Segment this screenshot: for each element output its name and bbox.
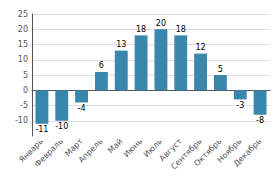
- svg-text:-10: -10: [15, 116, 28, 125]
- svg-text:Июнь: Июнь: [122, 137, 145, 160]
- svg-text:20: 20: [18, 25, 28, 34]
- svg-text:Сентябрь: Сентябрь: [169, 136, 204, 172]
- svg-text:-10: -10: [55, 122, 68, 131]
- svg-text:13: 13: [116, 40, 126, 49]
- svg-text:0: 0: [23, 86, 28, 95]
- svg-text:Май: Май: [106, 136, 125, 156]
- svg-text:Июль: Июль: [141, 136, 165, 160]
- svg-text:10: 10: [18, 55, 28, 64]
- svg-text:Февраль: Февраль: [33, 137, 65, 169]
- svg-text:25: 25: [18, 10, 28, 19]
- svg-text:18: 18: [136, 25, 146, 34]
- svg-text:Ноябрь: Ноябрь: [215, 136, 244, 165]
- svg-text:15: 15: [18, 40, 28, 49]
- svg-text:-4: -4: [78, 104, 86, 113]
- svg-text:5: 5: [23, 71, 28, 80]
- svg-text:Декабрь: Декабрь: [232, 137, 264, 169]
- svg-text:-3: -3: [236, 101, 244, 110]
- svg-text:18: 18: [176, 25, 186, 34]
- svg-text:-11: -11: [35, 125, 48, 134]
- svg-text:Март: Март: [63, 136, 85, 159]
- svg-text:-8: -8: [256, 116, 264, 125]
- svg-text:20: 20: [156, 19, 166, 28]
- svg-text:5: 5: [218, 65, 223, 74]
- svg-text:-5: -5: [20, 101, 28, 110]
- svg-text:6: 6: [99, 61, 104, 70]
- svg-text:Январь: Январь: [17, 136, 46, 165]
- svg-text:Апрель: Апрель: [77, 137, 105, 165]
- svg-text:Август: Август: [157, 136, 184, 164]
- svg-text:12: 12: [195, 43, 205, 52]
- svg-text:Октябрь: Октябрь: [192, 137, 224, 169]
